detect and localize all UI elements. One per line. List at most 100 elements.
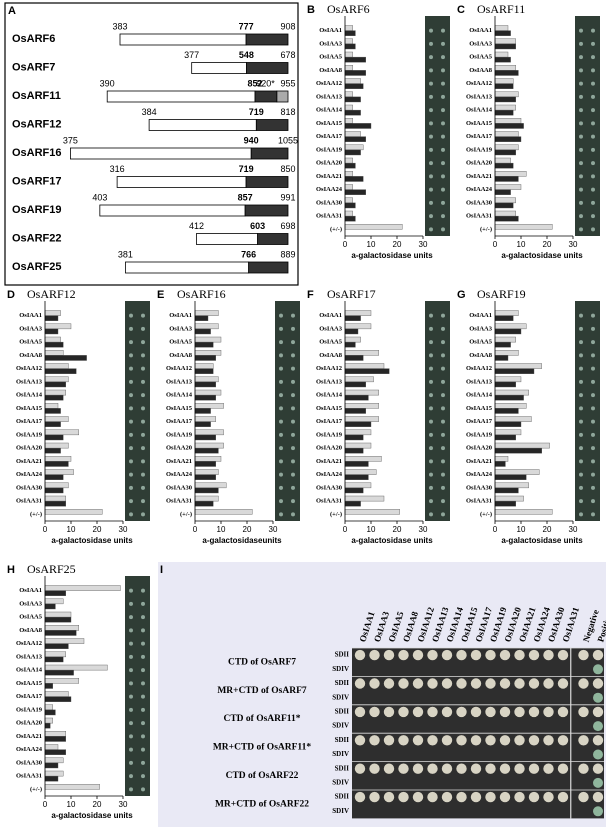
colony (591, 68, 595, 73)
bar (494, 474, 527, 480)
start-number: 383 (112, 21, 127, 31)
colony (579, 121, 583, 126)
bar (44, 603, 56, 610)
bar (344, 469, 377, 475)
start-number: 377 (184, 50, 199, 60)
y-tick-label: OsIAA19 (466, 146, 493, 153)
bar (44, 328, 59, 335)
bar (194, 500, 214, 507)
colony (591, 28, 595, 33)
bar (44, 651, 66, 658)
y-tick-label: OsIAA24 (316, 471, 343, 478)
bar (344, 131, 361, 137)
colony (592, 791, 604, 803)
colony (528, 706, 540, 718)
colony (429, 147, 433, 152)
colony (129, 472, 133, 477)
colony (578, 791, 589, 803)
y-tick-label: OsIAA15 (316, 120, 343, 127)
panel-a-frame (4, 2, 299, 286)
colony (591, 81, 595, 86)
colony (354, 649, 366, 661)
colony (129, 721, 133, 726)
colony (514, 735, 525, 746)
y-tick-label: OsIAA3 (19, 325, 43, 332)
colony (579, 393, 583, 398)
colony (456, 678, 467, 689)
panel-letter: E (157, 289, 164, 301)
bar (494, 500, 516, 507)
colony (579, 379, 583, 384)
colony (441, 108, 445, 113)
colony (557, 678, 569, 689)
y-tick-label: OsIAA17 (316, 418, 343, 425)
bar (344, 118, 354, 124)
y-tick-label: OsIAA30 (466, 484, 492, 491)
bar (494, 96, 516, 103)
colony (129, 787, 133, 792)
colony (441, 763, 453, 774)
colony (279, 432, 283, 437)
colony (129, 353, 133, 358)
colony (129, 340, 133, 345)
bar (494, 149, 516, 156)
colony (291, 340, 295, 345)
y-tick-label: OsIAA12 (166, 365, 192, 372)
y-tick-label: OsIAA21 (316, 173, 342, 180)
colony (579, 174, 583, 179)
colony (129, 406, 133, 411)
bar (44, 717, 53, 724)
y-tick-label: OsIAA30 (166, 484, 192, 491)
bar (44, 784, 100, 790)
colony (141, 615, 145, 620)
colony (141, 340, 145, 345)
mid-number: 940 (244, 135, 259, 145)
colony (279, 379, 283, 384)
colony (591, 187, 595, 192)
x-axis-label: a-galactosidase units (51, 536, 133, 545)
colony (528, 791, 540, 803)
bar (44, 389, 66, 396)
bar (344, 509, 400, 515)
y-tick-label: OsIAA17 (166, 418, 193, 425)
bar (494, 495, 524, 502)
panel-letter: C (457, 4, 465, 16)
region-ctd (257, 233, 289, 245)
x-tick-label: 30 (119, 800, 128, 809)
bar (344, 65, 354, 71)
colony (429, 227, 433, 232)
colony (441, 161, 445, 166)
colony (578, 678, 589, 689)
bar (494, 171, 527, 177)
colony (579, 459, 583, 464)
bar (344, 310, 372, 316)
colony (485, 706, 496, 718)
region-mr (119, 33, 247, 46)
bar (44, 421, 61, 427)
colony (579, 326, 583, 331)
colony (354, 763, 366, 774)
colony (592, 649, 604, 661)
colony (291, 366, 295, 371)
bar (194, 363, 214, 369)
plate-image (125, 576, 150, 796)
y-tick-label: OsIAA13 (316, 93, 343, 100)
colony (441, 147, 445, 152)
colony (141, 721, 145, 726)
bar (44, 691, 69, 697)
colony (499, 706, 511, 718)
mid-number: 766 (241, 249, 256, 259)
bar (344, 162, 356, 169)
region-mr (196, 233, 258, 245)
colony (429, 432, 433, 437)
panel-letter: D (7, 289, 15, 301)
colony (129, 379, 133, 384)
x-axis-label: a-galactosidase units (501, 536, 583, 545)
bar (494, 434, 516, 441)
y-tick-label: OsIAA17 (466, 418, 493, 425)
bar (44, 341, 64, 348)
colony (591, 147, 595, 152)
bar (494, 310, 519, 316)
colony (591, 313, 595, 318)
y-tick-label: OsIAA5 (469, 339, 493, 346)
